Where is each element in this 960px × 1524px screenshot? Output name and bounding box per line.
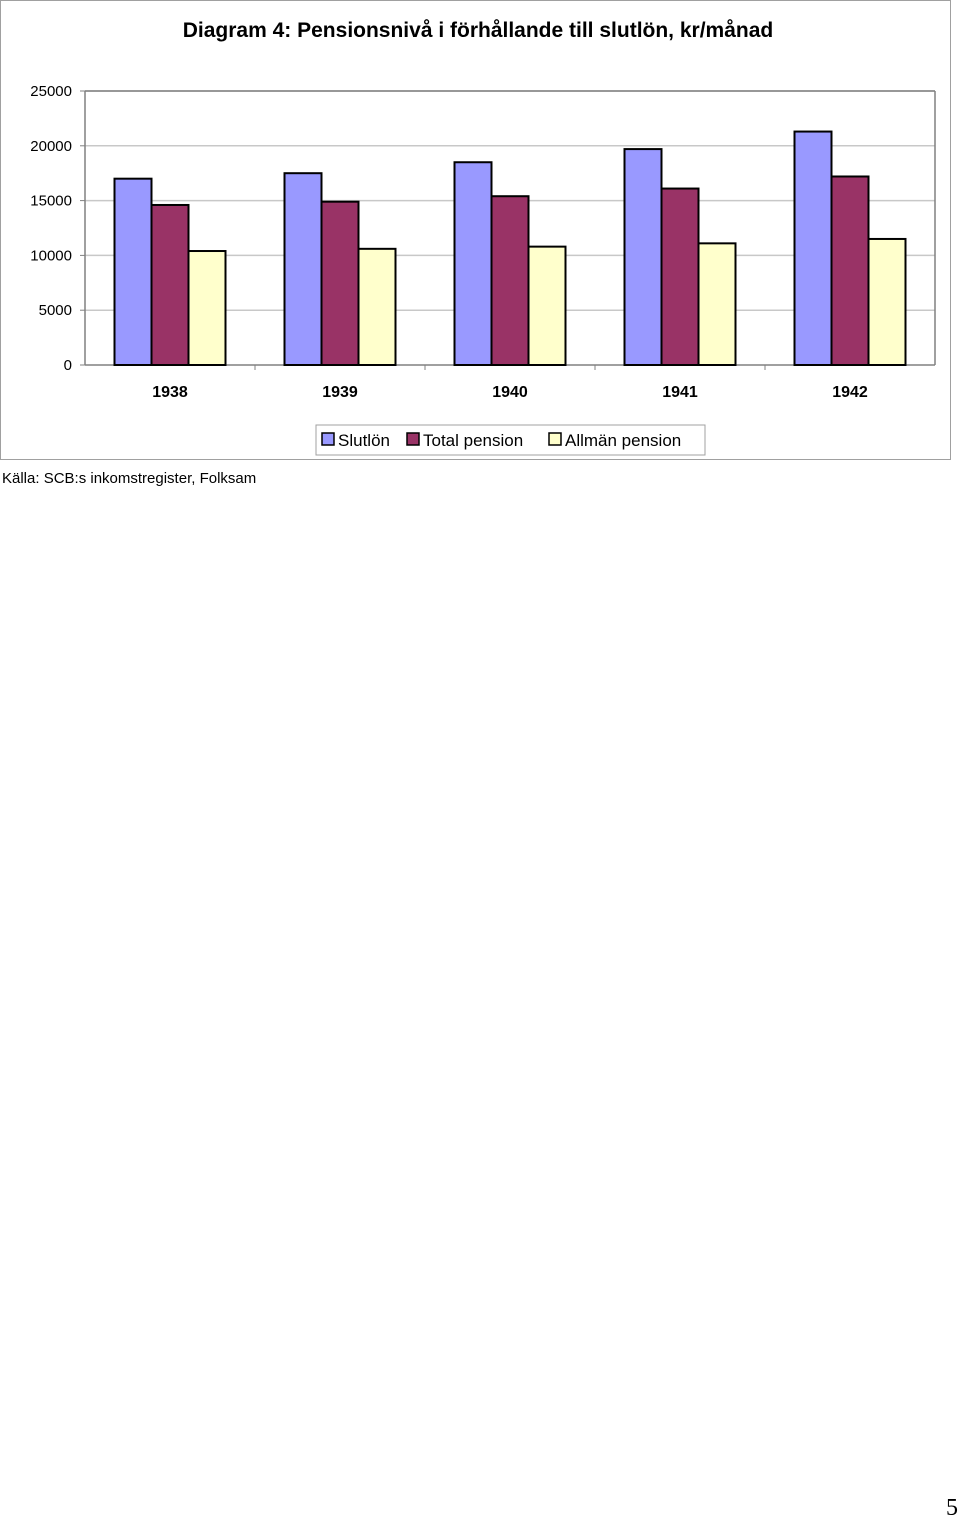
source-note: Källa: SCB:s inkomstregister, Folksam (2, 470, 257, 487)
bar-total-pension-1942 (830, 175, 870, 366)
bar-allmän-pension-1942 (867, 237, 907, 367)
bar-allmän-pension-1941 (697, 242, 737, 366)
bar-slutlön-1938 (113, 177, 153, 366)
y-tick-label: 25000 (30, 83, 72, 100)
y-tick-label: 15000 (30, 193, 72, 210)
x-tick-label: 1939 (322, 384, 358, 401)
legend-box (315, 424, 706, 456)
legend-swatch (548, 432, 562, 446)
bar-allmän-pension-1940 (527, 245, 567, 366)
tick-labels: 0 5000 10000 15000 20000 25000 1938 1939 1940 194… (30, 83, 868, 401)
x-tick-label: 1942 (832, 384, 868, 401)
legend-label: Total pension (423, 431, 523, 450)
bar-total-pension-1940 (490, 195, 530, 366)
bars (113, 130, 907, 367)
x-tick-label: 1941 (662, 384, 698, 401)
bar-slutlön-1940 (453, 161, 493, 366)
bar-slutlön-1939 (283, 172, 323, 366)
y-tick-label: 20000 (30, 138, 72, 155)
bar-slutlön-1941 (623, 148, 663, 366)
bar-total-pension-1938 (150, 203, 190, 366)
bar-slutlön-1942 (793, 130, 833, 366)
y-tick-label: 10000 (30, 247, 72, 264)
chart-title: Diagram 4: Pensionsnivå i förhållande ti… (183, 19, 773, 42)
bar-total-pension-1939 (320, 200, 360, 366)
bar-allmän-pension-1939 (357, 247, 397, 367)
legend-label: Slutlön (338, 431, 390, 450)
bar-chart: Diagram 4: Pensionsnivå i förhållande ti… (30, 19, 936, 456)
x-tick-label: 1940 (492, 384, 528, 401)
bar-total-pension-1941 (660, 187, 700, 366)
x-tick-label: 1938 (152, 384, 188, 401)
legend-label: Allmän pension (565, 431, 681, 450)
bar-allmän-pension-1938 (187, 250, 227, 367)
page-number: 5 (946, 1495, 958, 1521)
legend: Slutlön Total pension Allmän pension (315, 424, 706, 456)
legend-swatch (406, 432, 420, 446)
y-tick-label: 0 (64, 357, 72, 374)
y-tick-label: 5000 (39, 302, 72, 319)
legend-swatch (321, 432, 335, 446)
